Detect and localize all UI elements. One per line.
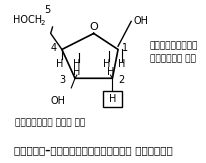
Text: H: H (73, 59, 81, 69)
Text: 4: 4 (50, 43, 56, 53)
Text: HOCH: HOCH (13, 15, 42, 25)
Text: 3: 3 (60, 75, 66, 85)
Text: 5: 5 (44, 5, 50, 15)
Text: H: H (56, 59, 64, 69)
Text: क्षारक से: क्षारक से (150, 55, 196, 64)
Text: 2: 2 (118, 75, 124, 85)
Text: नाइट्रोजन: नाइट्रोजन (150, 42, 198, 51)
Text: H: H (73, 67, 81, 77)
Text: OH: OH (51, 96, 66, 106)
Text: H: H (103, 59, 110, 69)
Bar (103, 91, 122, 107)
Text: O: O (89, 22, 98, 32)
Text: 1: 1 (122, 43, 128, 53)
Text: H: H (107, 67, 114, 77)
Text: OH: OH (133, 16, 148, 26)
Text: H: H (109, 94, 116, 104)
Text: 2: 2 (40, 20, 45, 26)
Text: चित्र–डीऑक्सीराइबोज शर्करा: चित्र–डीऑक्सीराइबोज शर्करा (14, 145, 173, 155)
Text: फॉस्फेट अणु से: फॉस्फेट अणु से (15, 119, 85, 128)
Text: H: H (118, 59, 125, 69)
